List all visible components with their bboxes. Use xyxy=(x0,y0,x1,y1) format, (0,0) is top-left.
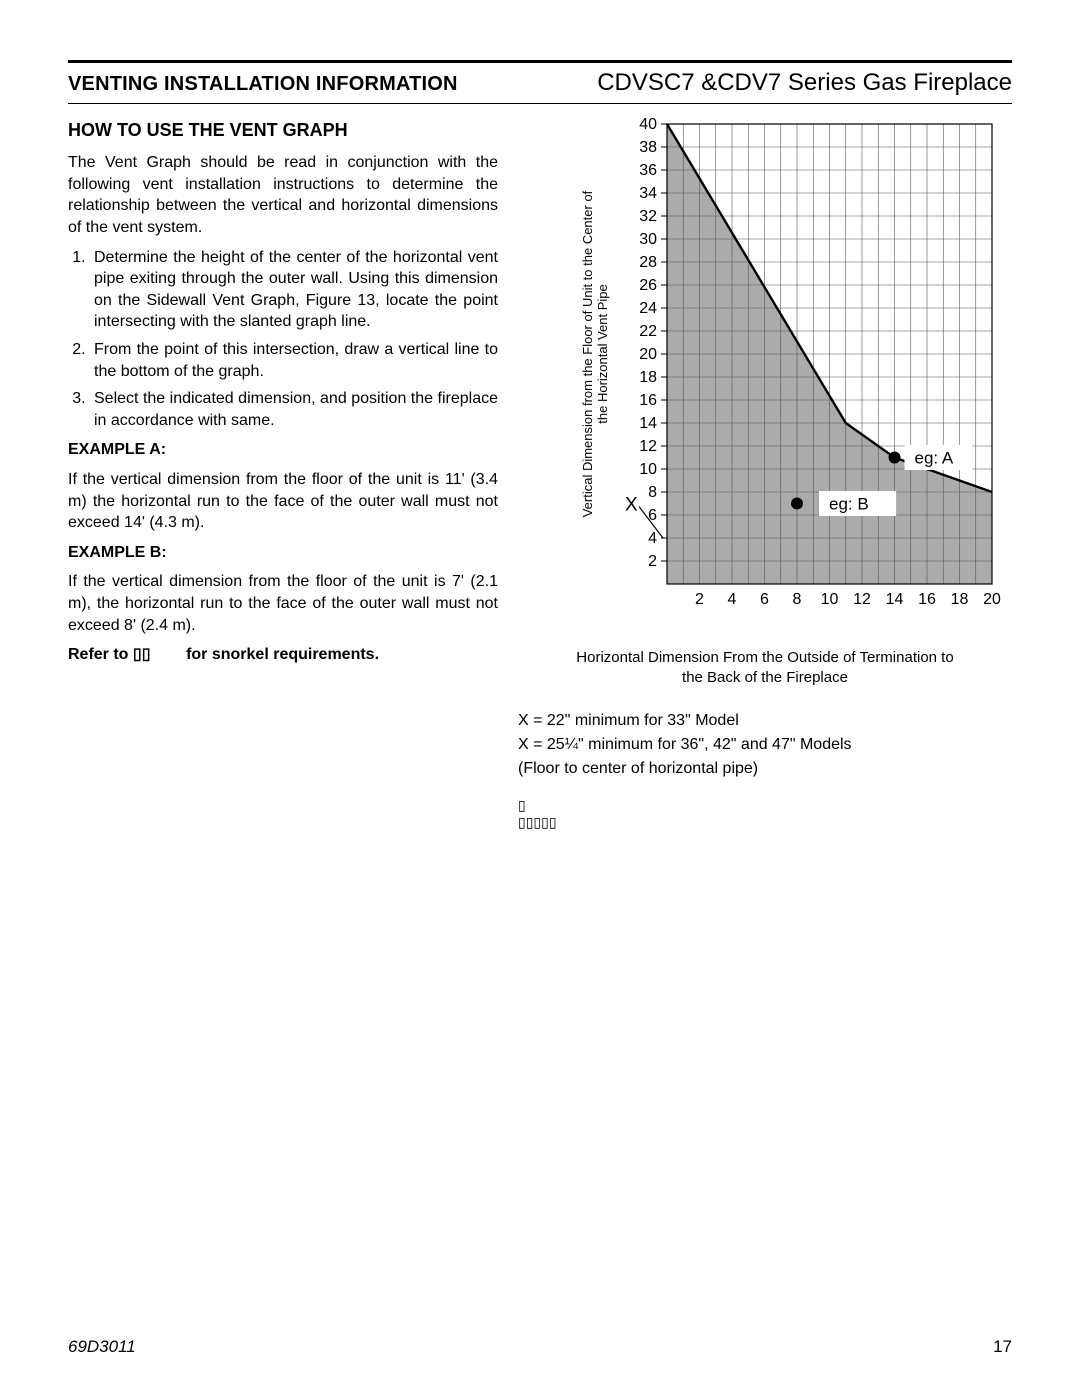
svg-text:12: 12 xyxy=(639,438,657,455)
svg-text:6: 6 xyxy=(760,591,769,608)
glyph-line: ▯▯▯▯▯ xyxy=(518,814,557,830)
header-bar: VENTING INSTALLATION INFORMATION CDVSC7 … xyxy=(68,60,1012,104)
refer-line: Refer to ▯▯ for snorkel requirements. xyxy=(68,644,498,666)
x-caption-line1: Horizontal Dimension From the Outside of… xyxy=(576,649,953,666)
example-b-heading: EXAMPLE B: xyxy=(68,542,498,564)
svg-text:20: 20 xyxy=(639,346,657,363)
glyph-block: ▯ ▯▯▯▯▯ xyxy=(518,797,1012,831)
svg-text:18: 18 xyxy=(639,369,657,386)
svg-text:10: 10 xyxy=(821,591,839,608)
svg-text:eg: B: eg: B xyxy=(829,494,869,513)
steps-list: Determine the height of the center of th… xyxy=(68,247,498,432)
note-line: X = 22" minimum for 33" Model xyxy=(518,709,1012,733)
example-a-body: If the vertical dimension from the floor… xyxy=(68,469,498,534)
doc-number: 69D3011 xyxy=(68,1337,136,1357)
step-item: Select the indicated dimension, and posi… xyxy=(90,388,498,431)
svg-text:24: 24 xyxy=(639,300,657,317)
refer-suffix: for snorkel requirements. xyxy=(151,646,380,663)
svg-text:30: 30 xyxy=(639,231,657,248)
svg-text:14: 14 xyxy=(639,415,657,432)
instructions-column: HOW TO USE THE VENT GRAPH The Vent Graph… xyxy=(68,114,498,831)
intro-paragraph: The Vent Graph should be read in conjunc… xyxy=(68,152,498,238)
note-line: (Floor to center of horizontal pipe) xyxy=(518,757,1012,781)
content-area: HOW TO USE THE VENT GRAPH The Vent Graph… xyxy=(68,114,1012,831)
refer-prefix: Refer to xyxy=(68,646,133,663)
step-item: From the point of this intersection, dra… xyxy=(90,339,498,382)
step-item: Determine the height of the center of th… xyxy=(90,247,498,333)
svg-text:4: 4 xyxy=(728,591,737,608)
svg-text:34: 34 xyxy=(639,185,657,202)
svg-text:6: 6 xyxy=(648,507,657,524)
svg-text:28: 28 xyxy=(639,254,657,271)
svg-text:10: 10 xyxy=(639,461,657,478)
page-number: 17 xyxy=(993,1337,1012,1357)
svg-text:8: 8 xyxy=(648,484,657,501)
svg-text:Vertical Dimension from the Fl: Vertical Dimension from the Floor of Uni… xyxy=(580,190,595,517)
svg-text:20: 20 xyxy=(983,591,1001,608)
svg-text:2: 2 xyxy=(695,591,704,608)
svg-text:32: 32 xyxy=(639,208,657,225)
product-title: CDVSC7 &CDV7 Series Gas Fireplace xyxy=(597,69,1012,97)
chart-column: 2468101214161820222426283032343638402468… xyxy=(518,114,1012,831)
svg-text:22: 22 xyxy=(639,323,657,340)
note-line: X = 25¼" minimum for 36", 42" and 47" Mo… xyxy=(518,733,1012,757)
vent-graph-svg: 2468101214161820222426283032343638402468… xyxy=(572,114,1012,624)
svg-text:eg: A: eg: A xyxy=(915,448,954,467)
svg-text:40: 40 xyxy=(639,116,657,133)
svg-text:the Horizontal Vent Pipe: the Horizontal Vent Pipe xyxy=(595,284,610,423)
x-caption-line2: the Back of the Fireplace xyxy=(682,669,848,686)
how-to-heading: HOW TO USE THE VENT GRAPH xyxy=(68,118,498,142)
svg-text:14: 14 xyxy=(886,591,904,608)
svg-text:X: X xyxy=(625,495,638,516)
page-footer: 69D3011 17 xyxy=(68,1337,1012,1357)
glyph-line: ▯ xyxy=(518,797,526,813)
x-axis-caption: Horizontal Dimension From the Outside of… xyxy=(518,648,1012,687)
svg-text:4: 4 xyxy=(648,530,657,547)
svg-text:16: 16 xyxy=(918,591,936,608)
svg-text:8: 8 xyxy=(793,591,802,608)
chart-notes: X = 22" minimum for 33" Model X = 25¼" m… xyxy=(518,709,1012,831)
section-title: VENTING INSTALLATION INFORMATION xyxy=(68,73,458,96)
example-a-heading: EXAMPLE A: xyxy=(68,439,498,461)
svg-text:38: 38 xyxy=(639,139,657,156)
vent-graph: 2468101214161820222426283032343638402468… xyxy=(518,114,1012,644)
svg-text:26: 26 xyxy=(639,277,657,294)
svg-text:18: 18 xyxy=(951,591,969,608)
svg-text:2: 2 xyxy=(648,553,657,570)
svg-text:36: 36 xyxy=(639,162,657,179)
refer-glyph: ▯▯ xyxy=(133,646,151,663)
svg-text:12: 12 xyxy=(853,591,871,608)
svg-text:16: 16 xyxy=(639,392,657,409)
example-b-body: If the vertical dimension from the floor… xyxy=(68,571,498,636)
